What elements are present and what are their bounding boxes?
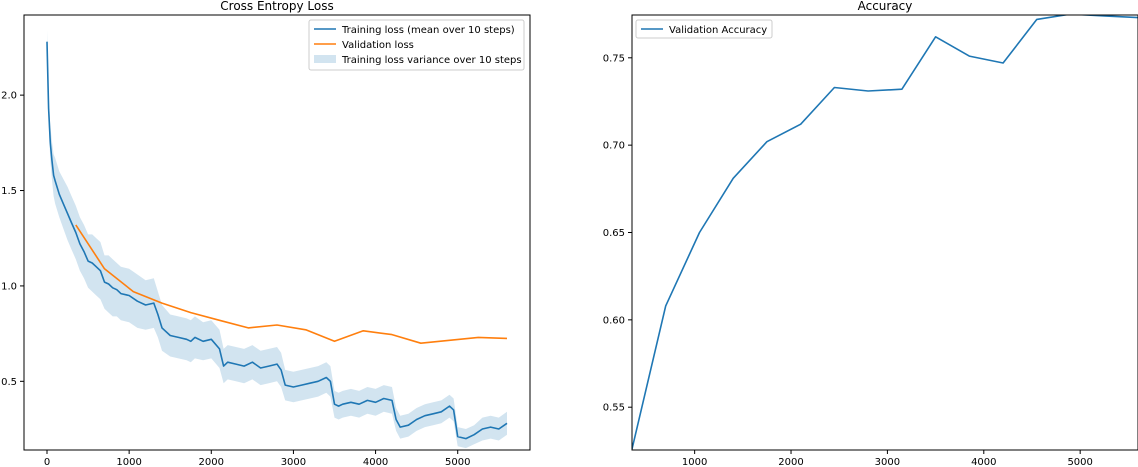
- x-tick-label: 4000: [971, 457, 996, 467]
- legend-accuracy-label: Validation Accuracy: [669, 25, 767, 36]
- y-tick-label: 0.55: [603, 403, 625, 414]
- loss-legend: Training loss (mean over 10 steps) Valid…: [308, 19, 525, 71]
- x-tick-label: 4000: [363, 457, 388, 467]
- y-tick-label: 0.60: [603, 315, 625, 326]
- loss-plot-area: [23, 14, 531, 451]
- loss-y-axis: 0.5 1.0 1.5 2.0: [1, 91, 24, 388]
- series-line-training-loss-mean-over-10-steps: [46, 41, 508, 440]
- x-tick-label: 3000: [875, 457, 900, 467]
- legend-variance-label: Training loss variance over 10 steps: [341, 55, 522, 66]
- legend-training-label: Training loss (mean over 10 steps): [341, 25, 515, 36]
- loss-chart-title: Cross Entropy Loss: [220, 0, 333, 13]
- accuracy-chart: Accuracy 1000 2000 3000 4000 5000 0.550.600.…: [603, 0, 1138, 467]
- accuracy-plot-area: [631, 14, 1138, 451]
- x-tick-label: 1000: [682, 457, 707, 467]
- x-tick-label: 2000: [199, 457, 224, 467]
- loss-series-group: [46, 41, 508, 440]
- legend-validation-label: Validation loss: [342, 40, 414, 51]
- loss-chart: Cross Entropy Loss 0 1000 2000 3000 4000 5000…: [1, 0, 531, 467]
- accuracy-y-axis: 0.55 0.60 0.65 0.70 0.75: [603, 53, 632, 414]
- loss-legend-box: [308, 19, 525, 71]
- y-tick-label: 2.0: [1, 91, 17, 102]
- y-tick-label: 0.75: [603, 53, 625, 64]
- x-tick-label: 5000: [445, 457, 470, 467]
- x-tick-label: 0: [44, 457, 50, 467]
- series-line-validation-accuracy: [632, 15, 1138, 450]
- series-line-validation-loss: [75, 224, 508, 345]
- variance-band-group: [47, 30, 507, 449]
- legend-variance-swatch: [314, 55, 336, 63]
- y-tick-label: 0.70: [603, 141, 625, 152]
- accuracy-legend-box: [635, 19, 773, 39]
- x-tick-label: 2000: [778, 457, 803, 467]
- y-tick-label: 1.5: [1, 186, 17, 197]
- y-tick-label: 0.5: [1, 377, 17, 388]
- variance-band: [47, 30, 507, 449]
- accuracy-chart-title: Accuracy: [858, 0, 913, 13]
- loss-x-axis: 0 1000 2000 3000 4000 5000: [44, 450, 470, 467]
- accuracy-series-group: [632, 15, 1138, 450]
- accuracy-x-axis: 1000 2000 3000 4000 5000: [682, 450, 1093, 467]
- x-tick-label: 3000: [281, 457, 306, 467]
- accuracy-legend: Validation Accuracy: [635, 19, 773, 39]
- y-tick-label: 1.0: [1, 281, 17, 292]
- x-tick-label: 1000: [116, 457, 141, 467]
- x-tick-label: 5000: [1067, 457, 1092, 467]
- y-tick-label: 0.65: [603, 228, 625, 239]
